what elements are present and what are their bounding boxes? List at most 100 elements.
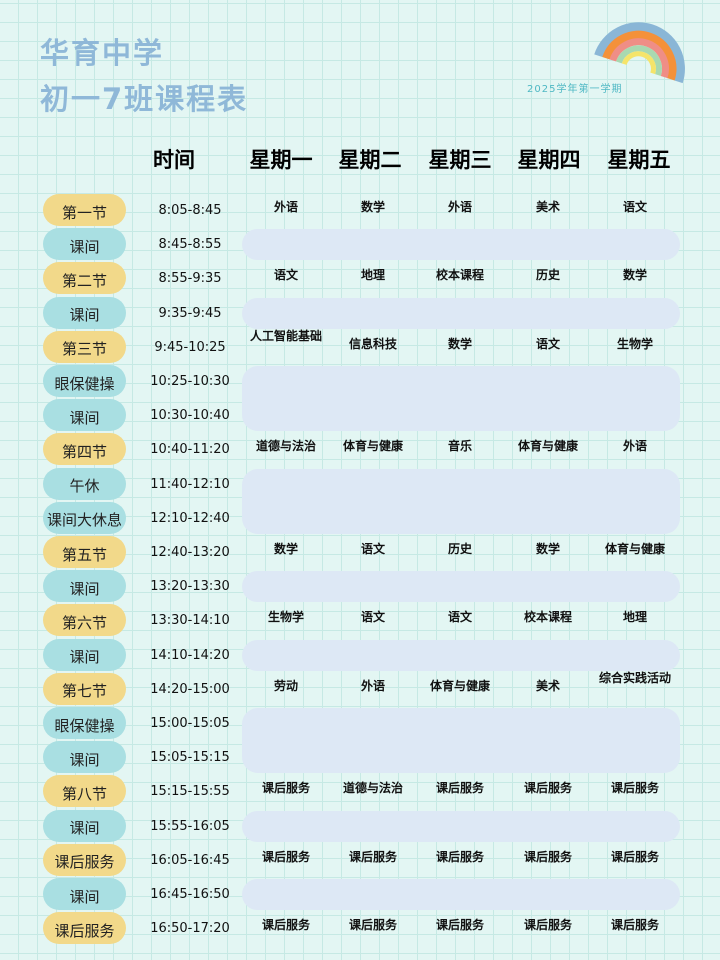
period-label: 课间: [43, 296, 126, 329]
period-time: 13:30-14:10: [150, 613, 230, 629]
period-label: 课间: [43, 638, 126, 671]
term-label: 2025学年第一学期: [527, 84, 623, 95]
break-band: [242, 810, 680, 842]
period-time: 16:45-16:50: [150, 887, 230, 902]
subject-cell: 课后服务: [435, 781, 484, 796]
period-time: 8:05-8:45: [158, 203, 222, 218]
subject-cell: 课后服务: [348, 849, 397, 864]
subject-cell: 生物学: [267, 610, 304, 625]
header-day: 星期四: [517, 148, 581, 172]
header-day: 星期三: [428, 148, 492, 172]
period-time: 9:35-9:45: [158, 305, 222, 321]
subject-cell: 美术: [535, 200, 560, 214]
subject-cell: 课后服务: [261, 849, 310, 864]
subject-cell: 语文: [273, 268, 298, 283]
period-time: 14:20-15:00: [150, 681, 230, 697]
rainbow-icon: [594, 22, 685, 84]
subject-cell: 信息科技: [348, 336, 397, 351]
period-label: 第六节: [43, 604, 126, 637]
subject-cell: 体育与健康: [604, 542, 665, 556]
subject-cell: 道德与法治: [255, 439, 316, 454]
period-label: 眼保健操: [43, 365, 126, 397]
period-label: 课后服务: [43, 912, 126, 945]
period-time: 10:25-10:30: [150, 374, 230, 389]
period-time: 15:05-15:15: [150, 750, 230, 766]
period-label: 课间: [43, 741, 126, 774]
header-day: 星期二: [338, 148, 402, 172]
subject-cell: 数学: [360, 200, 385, 214]
subject-cell: 劳动: [273, 678, 298, 693]
subject-cell: 课后服务: [610, 849, 659, 864]
period-time: 15:15-15:55: [150, 784, 230, 800]
subject-cell: 课后服务: [523, 781, 572, 796]
subject-cell: 课后服务: [610, 781, 659, 796]
header-day: 星期五: [607, 148, 671, 172]
period-label: 课后服务: [43, 843, 126, 876]
period-label: 课间: [43, 809, 126, 842]
page-title: 初一7班课程表: [40, 82, 249, 116]
period-time: 11:40-12:10: [150, 476, 230, 492]
subject-cell: 地理: [360, 268, 385, 283]
period-label: 第五节: [43, 536, 126, 568]
period-time: 8:45-8:55: [158, 237, 222, 253]
period-time: 9:45-10:25: [154, 339, 226, 355]
subject-cell: 外语: [447, 200, 472, 214]
subject-cell: 校本课程: [435, 268, 484, 283]
period-label: 第七节: [43, 672, 126, 705]
subject-cell: 数学: [447, 336, 472, 351]
subject-cell: 课后服务: [523, 918, 572, 933]
period-time: 14:10-14:20: [150, 647, 230, 663]
subject-cell: 课后服务: [435, 849, 484, 864]
subject-cell: 数学: [273, 542, 298, 556]
subject-cell: 校本课程: [523, 610, 572, 625]
period-time: 16:05-16:45: [150, 852, 230, 868]
subject-cell: 课后服务: [435, 918, 484, 933]
period-time: 10:30-10:40: [150, 408, 230, 424]
subject-cell: 外语: [273, 200, 298, 214]
period-label: 课间: [43, 878, 126, 910]
period-time: 13:20-13:30: [150, 579, 230, 595]
subject-cell: 音乐: [447, 439, 472, 454]
subject-cell: 课后服务: [523, 849, 572, 864]
subject-cell: 历史: [447, 542, 472, 556]
subject-cell: 语文: [622, 200, 647, 214]
period-time: 12:10-12:40: [150, 510, 230, 526]
break-band: [242, 571, 680, 603]
period-label: 第三节: [43, 330, 126, 363]
period-label: 午休: [43, 467, 126, 500]
break-band: [242, 639, 680, 671]
period-time: 16:50-17:20: [150, 921, 230, 937]
subject-cell: 地理: [622, 610, 647, 625]
break-band: [242, 708, 680, 774]
header-day: 星期一: [249, 148, 313, 172]
school-name: 华育中学: [40, 36, 165, 70]
subject-cell: 课后服务: [261, 781, 310, 796]
subject-cell: 体育与健康: [517, 439, 578, 454]
subject-cell: 语文: [447, 610, 472, 625]
subject-cell: 语文: [360, 542, 385, 556]
subject-cell: 数学: [535, 542, 560, 556]
break-band: [242, 468, 680, 534]
subject-cell: 外语: [622, 439, 647, 454]
period-time: 15:00-15:05: [150, 716, 230, 731]
period-time: 15:55-16:05: [150, 818, 230, 834]
period-label: 第八节: [43, 775, 126, 808]
period-label: 眼保健操: [43, 707, 126, 739]
subject-cell: 体育与健康: [342, 439, 403, 454]
subject-cell: 人工智能基础: [249, 328, 322, 343]
period-label: 课间大休息: [43, 501, 126, 534]
break-band: [242, 297, 680, 329]
subject-cell: 数学: [622, 268, 647, 283]
period-time: 12:40-13:20: [150, 545, 230, 560]
period-label: 课间: [43, 570, 126, 603]
break-band: [242, 229, 680, 261]
period-time: 8:55-9:35: [158, 271, 222, 287]
subject-cell: 外语: [360, 678, 385, 693]
break-band: [242, 366, 680, 432]
subject-cell: 生物学: [616, 336, 653, 351]
period-label: 第一节: [43, 194, 126, 226]
subject-cell: 课后服务: [610, 918, 659, 933]
period-label: 第四节: [43, 433, 126, 466]
subject-cell: 语文: [360, 610, 385, 625]
subject-cell: 综合实践活动: [598, 670, 671, 685]
